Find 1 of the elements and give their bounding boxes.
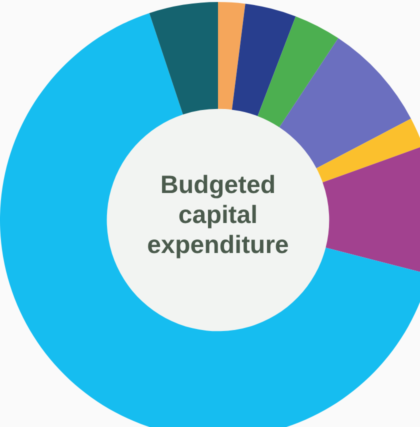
text: Budgeted capital expenditure	[146, 170, 290, 260]
